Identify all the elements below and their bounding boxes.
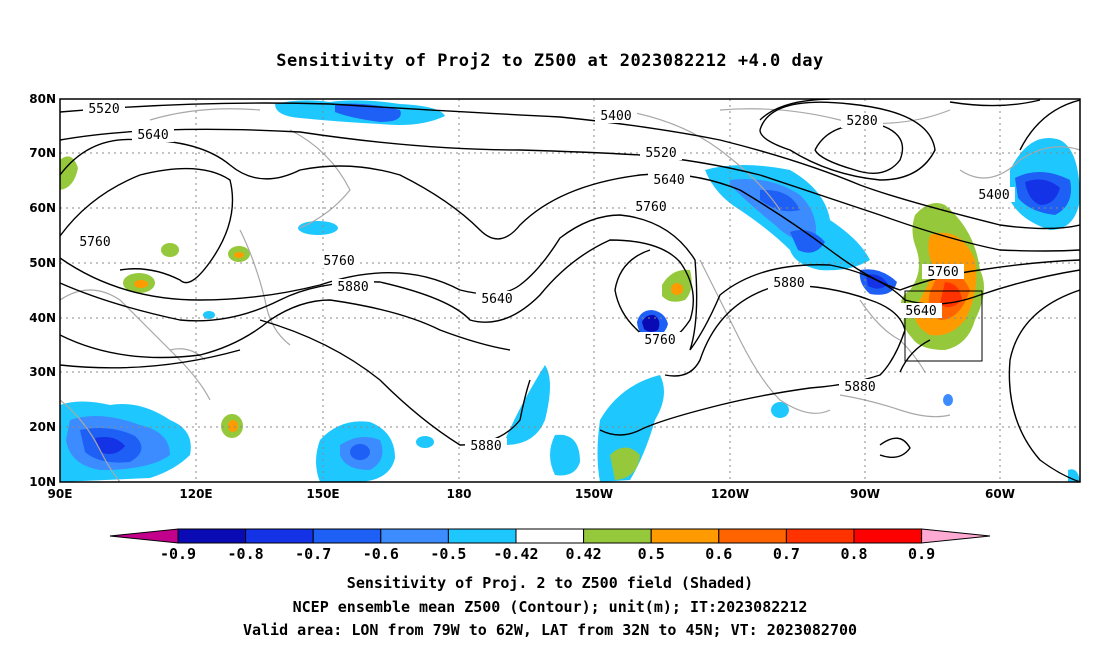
colorbar-segment: [650, 528, 720, 544]
colorbar-segment: [447, 528, 517, 544]
lon-label: 90E: [48, 487, 73, 501]
footer-line-3: Valid area: LON from 79W to 62W, LAT fro…: [242, 621, 858, 639]
colorbar-arrow-right: [921, 528, 991, 544]
colorbar-label: 0.42: [566, 545, 602, 563]
contour-label-bg: [922, 264, 964, 279]
colorbar-segment: [245, 528, 314, 544]
contour-label: 5520: [645, 146, 676, 161]
lat-label: 40N: [29, 311, 56, 325]
lon-label: 120E: [179, 487, 212, 501]
lon-label: 120W: [711, 487, 749, 501]
lat-label: 10N: [29, 475, 56, 489]
colorbar-segment: [785, 528, 855, 544]
colorbar-label: 0.7: [773, 545, 800, 563]
contour-label: 5760: [635, 200, 666, 215]
contour-label: 5640: [653, 173, 684, 188]
footer-line-1: Sensitivity of Proj. 2 to Z500 field (Sh…: [346, 574, 754, 592]
map-frame: [59, 98, 1081, 483]
colorbar-segment: [177, 528, 247, 544]
latitude-labels: 80N 70N 60N 50N 40N 30N 20N 10N: [29, 92, 56, 489]
contour-label: 5640: [905, 304, 936, 319]
lon-label: 150W: [575, 487, 613, 501]
contour-label-bg: [476, 291, 518, 306]
lon-label: 180: [446, 487, 471, 501]
colorbar-arrow-left: [109, 528, 179, 544]
colorbar-label: 0.8: [840, 545, 867, 563]
lon-label: 90W: [850, 487, 880, 501]
contour-label-bg: [83, 101, 125, 116]
colorbar-segment: [583, 528, 652, 544]
colorbar-label: -0.42: [493, 545, 538, 563]
colorbar-segment: [718, 528, 787, 544]
contour-label: 5760: [927, 265, 958, 280]
colorbar-label: -0.6: [363, 545, 399, 563]
contour-label-bg: [595, 108, 637, 123]
lat-label: 60N: [29, 201, 56, 215]
sensitivity-shading: [60, 100, 1080, 482]
colorbar-label: 0.9: [908, 545, 935, 563]
contour-label: 5880: [337, 280, 368, 295]
lat-label: 30N: [29, 365, 56, 379]
contour-label: 5880: [470, 439, 501, 454]
coastlines: [60, 108, 1080, 482]
contour-label-bg: [839, 379, 881, 394]
colorbar-label: 0.6: [705, 545, 732, 563]
contour-label: 5760: [644, 333, 675, 348]
colorbar-segment: [312, 528, 382, 544]
footer-line-2: NCEP ensemble mean Z500 (Contour); unit(…: [292, 597, 808, 616]
colorbar-label: 0.5: [638, 545, 665, 563]
lat-label: 70N: [29, 146, 56, 160]
contour-label: 5400: [978, 188, 1009, 203]
contour-label-bg: [648, 172, 690, 187]
contour-label-bg: [318, 253, 360, 268]
contour-label-bg: [132, 127, 174, 142]
contour-label-bg: [973, 187, 1015, 202]
lat-label: 20N: [29, 420, 56, 434]
valid-area-box: [904, 290, 983, 362]
colorbar-label: -0.5: [430, 545, 466, 563]
contour-label-bg: [900, 303, 942, 318]
lat-label: 80N: [29, 92, 56, 106]
colorbar-label: -0.8: [228, 545, 264, 563]
longitude-labels: 90E 120E 150E 180 150W 120W 90W 60W: [48, 487, 1015, 501]
contour-label: 5640: [137, 128, 168, 143]
contour-label-bg: [639, 332, 681, 347]
contour-label-bg: [630, 199, 672, 214]
colorbar: -0.9 -0.8 -0.7 -0.6 -0.5 -0.42 0.42 0.5 0.6 0.7 0.…: [109, 528, 991, 563]
colorbar-label: -0.7: [295, 545, 331, 563]
lon-label: 60W: [985, 487, 1015, 501]
plot-title: Sensitivity of Proj2 to Z500 at 20230822…: [276, 51, 824, 71]
lon-label: 150E: [306, 487, 339, 501]
contour-label-bg: [465, 438, 507, 453]
footer: Sensitivity of Proj. 2 to Z500 field (Sh…: [0, 572, 1100, 643]
contour-label: 5520: [88, 102, 119, 117]
colorbar-segment: [515, 528, 585, 544]
contour-label: 5880: [844, 380, 875, 395]
contour-label: 5760: [323, 254, 354, 269]
contour-label-bg: [768, 275, 810, 290]
contour-label: 5760: [79, 235, 110, 250]
contour-labels: 5520 5640 5760 5400 5520 5640 5760 5280 5400 5760…: [74, 101, 1015, 454]
contour-label-bg: [640, 145, 682, 160]
contour-label: 5880: [773, 276, 804, 291]
colorbar-segment: [853, 528, 923, 544]
lat-label: 50N: [29, 256, 56, 270]
colorbar-label: -0.9: [160, 545, 196, 563]
contour-label: 5400: [600, 109, 631, 124]
contour-label-bg: [841, 113, 883, 128]
colorbar-segment: [380, 528, 449, 544]
contour-label: 5640: [481, 292, 512, 307]
contour-label-bg: [74, 234, 116, 249]
contour-label-bg: [332, 279, 374, 294]
contour-label: 5280: [846, 114, 877, 129]
